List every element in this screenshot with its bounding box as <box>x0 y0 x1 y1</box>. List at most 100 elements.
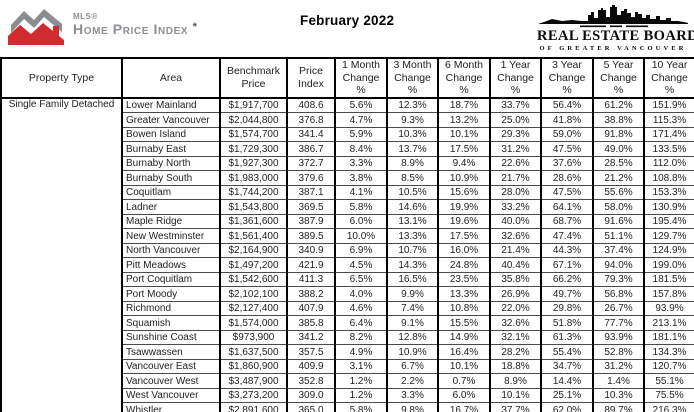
value-cell: 19.6% <box>437 213 491 230</box>
value-cell: 340.9 <box>286 242 336 259</box>
value-cell: $1,361,600 <box>219 213 288 230</box>
value-cell: $973,900 <box>219 329 288 346</box>
value-cell: 17.5% <box>437 141 491 157</box>
value-cell: 93.9% <box>592 329 645 346</box>
value-cell: 14.3% <box>386 257 439 273</box>
value-cell: 62.0% <box>540 402 594 412</box>
value-cell: 15.5% <box>437 315 491 331</box>
value-cell: 4.5% <box>334 257 388 273</box>
value-cell: 13.3% <box>437 286 491 302</box>
value-cell: 10.1% <box>437 358 491 375</box>
value-cell: 4.1% <box>334 184 388 201</box>
value-cell: 56.4% <box>540 97 594 114</box>
column-header-3-year: 3 Year Change % <box>540 57 594 99</box>
area-cell: Sunshine Coast <box>121 329 221 346</box>
value-cell: $3,487,900 <box>219 373 288 389</box>
area-cell: Greater Vancouver <box>121 112 221 128</box>
value-cell: 21.2% <box>592 170 645 186</box>
value-cell: 55.6% <box>592 184 645 201</box>
table-row: New Westminster $1,561,400 389.5 10.0% 13.3%… <box>1 228 694 244</box>
value-cell: 16.4% <box>437 344 491 360</box>
value-cell: 25.1% <box>540 387 594 404</box>
value-cell: 411.3 <box>286 271 336 288</box>
column-header-1-year: 1 Year Change % <box>489 57 542 99</box>
value-cell: 10.3% <box>386 126 439 143</box>
value-cell: $1,917,700 <box>219 97 288 114</box>
value-cell: $1,543,800 <box>219 199 288 215</box>
table-row: Burnaby South $1,983,000 379.6 3.8% 8.5% 10.9… <box>1 170 694 186</box>
value-cell: 10.8% <box>437 300 491 317</box>
value-cell: 3.1% <box>334 358 388 375</box>
value-cell: 12.8% <box>386 329 439 346</box>
value-cell: $1,983,000 <box>219 170 288 186</box>
value-cell: 47.5% <box>540 141 594 157</box>
value-cell: 28.6% <box>540 170 594 186</box>
value-cell: 13.1% <box>386 213 439 230</box>
area-cell: Vancouver West <box>121 373 221 389</box>
value-cell: 51.8% <box>540 315 594 331</box>
value-cell: 195.4% <box>643 213 694 230</box>
value-cell: 129.7% <box>643 228 694 244</box>
value-cell: 213.1% <box>643 315 694 331</box>
value-cell: 16.0% <box>437 242 491 259</box>
value-cell: 5.9% <box>334 126 388 143</box>
value-cell: 9.9% <box>386 286 439 302</box>
value-cell: 3.3% <box>334 155 388 172</box>
value-cell: 19.9% <box>437 199 491 215</box>
value-cell: 18.7% <box>437 97 491 114</box>
property-type-cell: Single Family Detached <box>0 97 123 412</box>
rebgv-logo: REAL ESTATE BOARD OF GREATER VANCOUVER <box>537 5 694 52</box>
value-cell: $2,044,800 <box>219 112 288 128</box>
value-cell: 34.7% <box>540 358 594 375</box>
value-cell: 386.7 <box>286 141 336 157</box>
value-cell: 151.9% <box>643 97 694 114</box>
value-cell: 341.2 <box>286 329 336 346</box>
table-row: Bowen Island $1,574,700 341.4 5.9% 10.3% 10.1… <box>1 126 694 143</box>
column-header-property-type: Property Type <box>0 57 123 99</box>
value-cell: 421.9 <box>286 257 336 273</box>
table-row: Tsawwassen $1,637,500 357.5 4.9% 10.9% 16.4% 2… <box>1 344 694 360</box>
value-cell: 29.3% <box>489 126 542 143</box>
area-cell: Squamish <box>121 315 221 331</box>
value-cell: 13.3% <box>386 228 439 244</box>
value-cell: 89.7% <box>592 402 645 412</box>
value-cell: 67.1% <box>540 257 594 273</box>
value-cell: 120.7% <box>643 358 694 375</box>
table-row: Burnaby East $1,729,300 386.7 8.4% 13.7% 17.5… <box>1 141 694 157</box>
area-cell: Burnaby North <box>121 155 221 172</box>
value-cell: 181.1% <box>643 329 694 346</box>
mls-logo-text: MLS® Home Price Index * <box>73 13 197 38</box>
value-cell: 6.7% <box>386 358 439 375</box>
table-row: North Vancouver $2,164,900 340.9 6.9% 10.7% 1… <box>1 242 694 259</box>
value-cell: $1,744,200 <box>219 184 288 201</box>
value-cell: 28.0% <box>489 184 542 201</box>
value-cell: $1,729,300 <box>219 141 288 157</box>
column-header-6-month: 6 Month Change % <box>437 57 491 99</box>
value-cell: 385.8 <box>286 315 336 331</box>
hpi-table: Property Type Area Benchmark Price Price… <box>0 57 694 412</box>
area-cell: Maple Ridge <box>121 213 221 230</box>
report-month-title: February 2022 <box>300 13 395 28</box>
value-cell: 26.7% <box>592 300 645 317</box>
value-cell: 14.9% <box>437 329 491 346</box>
table-row: Single Family Detached Lower Mainland $1,9… <box>0 97 694 412</box>
value-cell: 38.8% <box>592 112 645 128</box>
value-cell: 6.9% <box>334 242 388 259</box>
value-cell: 28.5% <box>592 155 645 172</box>
value-cell: $1,542,600 <box>219 271 288 288</box>
table-body: Single Family Detached Lower Mainland $1,9… <box>0 97 694 412</box>
value-cell: 8.5% <box>386 170 439 186</box>
value-cell: 3.3% <box>386 387 439 404</box>
value-cell: 22.0% <box>489 300 542 317</box>
value-cell: 112.0% <box>643 155 694 172</box>
value-cell: 6.0% <box>437 387 491 404</box>
value-cell: 23.5% <box>437 271 491 288</box>
value-cell: 108.8% <box>643 170 694 186</box>
value-cell: 1.2% <box>334 387 388 404</box>
area-cell: Pitt Meadows <box>121 257 221 273</box>
value-cell: 9.8% <box>386 402 439 412</box>
value-cell: 372.7 <box>286 155 336 172</box>
value-cell: 94.0% <box>592 257 645 273</box>
value-cell: 7.4% <box>386 300 439 317</box>
value-cell: 28.2% <box>489 344 542 360</box>
